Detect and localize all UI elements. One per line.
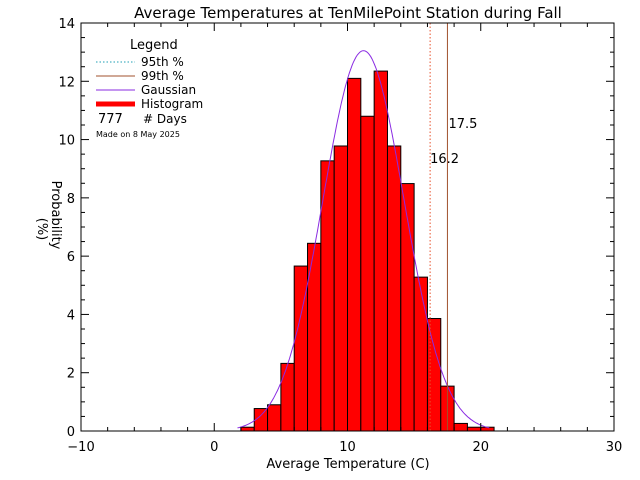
histogram-bar [360,115,375,432]
x-tick-label: 30 [606,440,623,455]
histogram-bar [386,145,402,432]
legend-days-count: 777 [98,112,123,127]
x-tick-label: 10 [339,440,356,455]
y-axis-ticks: 0 2 4 6 8 10 12 14 [58,17,614,440]
legend-histogram-label: Histogram [141,97,203,111]
x-tick-label: 20 [472,440,489,455]
y-tick-label: 0 [67,425,75,440]
histogram-bar [280,362,295,432]
histogram-bar [426,318,442,432]
histogram-bar [466,426,482,432]
y-tick-label: 12 [58,75,75,90]
histogram-bar [453,422,468,432]
legend: Legend 95th % 99th % Gaussian Histogram … [96,38,203,139]
histogram-bar [267,404,282,432]
x-axis-label: Average Temperature (C) [266,457,429,472]
histogram-bar [333,145,348,432]
chart-title: Average Temperatures at TenMilePoint Sta… [134,4,562,22]
y-tick-label: 8 [67,192,75,207]
y-tick-label: 6 [67,250,75,265]
legend-p99-label: 99th % [141,69,184,83]
p95-label: 16.2 [430,152,459,167]
y-axis-label: Probability [48,181,63,250]
histogram-bar [413,276,428,432]
y-tick-label: 2 [67,367,75,382]
y-axis-unit: (%) [34,218,49,241]
histogram-bars [240,70,495,432]
histogram-bar [373,70,388,432]
legend-p95-label: 95th % [141,55,184,69]
histogram-bar [347,77,362,432]
y-tick-label: 4 [67,308,75,323]
p99-label: 17.5 [448,117,477,132]
histogram-bar [240,426,255,432]
made-on-note: Made on 8 May 2025 [96,130,180,139]
histogram-bar [293,265,309,432]
y-tick-label: 14 [58,17,75,32]
legend-days-label: # Days [143,112,187,126]
x-tick-label: 0 [210,440,218,455]
legend-title: Legend [130,38,178,53]
x-tick-label: −10 [67,440,94,455]
y-tick-label: 10 [58,134,75,149]
x-axis-ticks: −10 0 10 20 30 [67,23,622,455]
legend-gaussian-label: Gaussian [141,83,196,97]
